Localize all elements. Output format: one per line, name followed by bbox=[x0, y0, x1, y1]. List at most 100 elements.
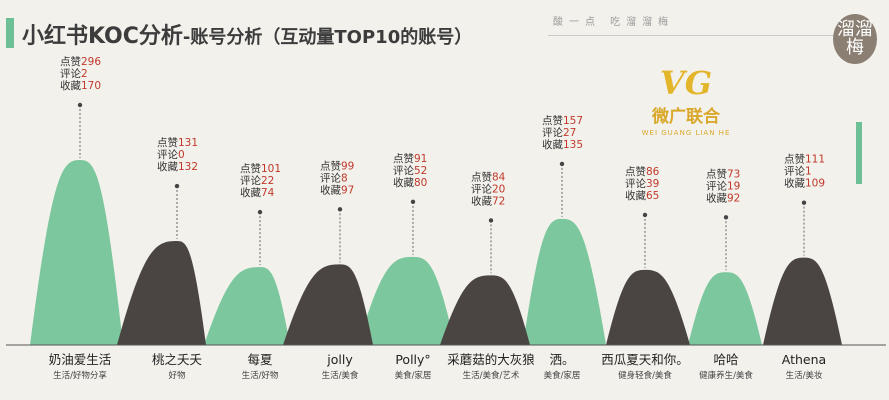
metric-8-2: 收藏92 bbox=[706, 191, 740, 204]
metric-label: 点赞 bbox=[784, 153, 805, 166]
metric-5-1: 评论20 bbox=[471, 182, 505, 195]
category-tag-7: 健身轻食/美食 bbox=[618, 370, 672, 381]
leader-dot-7 bbox=[642, 212, 648, 218]
tagline: 酸一点 吃溜溜梅 bbox=[553, 17, 675, 28]
metric-value: 86 bbox=[646, 166, 660, 178]
metric-2-1: 评论22 bbox=[240, 174, 274, 187]
metric-value: 0 bbox=[178, 149, 185, 161]
metric-0-0: 点赞296 bbox=[60, 55, 101, 68]
peak-8 bbox=[688, 272, 762, 345]
metric-label: 收藏 bbox=[542, 138, 563, 151]
metric-label: 评论 bbox=[157, 148, 178, 161]
metric-value: 92 bbox=[727, 192, 740, 204]
metric-9-1: 评论1 bbox=[784, 165, 812, 178]
metric-4-2: 收藏80 bbox=[393, 176, 427, 189]
metric-label: 收藏 bbox=[240, 186, 261, 199]
metric-value: 131 bbox=[178, 137, 198, 149]
title-accent-bar bbox=[6, 18, 14, 48]
metric-value: 101 bbox=[261, 163, 281, 175]
metric-label: 点赞 bbox=[320, 159, 341, 172]
metric-value: 170 bbox=[81, 80, 101, 92]
leader-dot-8 bbox=[723, 215, 729, 220]
vg-logo: VG 微广联合 WEI GUANG LIAN HE bbox=[626, 66, 746, 137]
peak-3 bbox=[283, 264, 373, 345]
metric-label: 收藏 bbox=[393, 176, 414, 189]
metric-1-1: 评论0 bbox=[157, 148, 185, 161]
metric-label: 点赞 bbox=[393, 152, 414, 165]
metric-value: 157 bbox=[563, 115, 583, 127]
metric-value: 22 bbox=[261, 175, 274, 187]
metric-label: 点赞 bbox=[706, 167, 727, 180]
metric-label: 点赞 bbox=[625, 165, 646, 178]
category-label-9: Athena bbox=[782, 352, 826, 367]
metric-label: 收藏 bbox=[60, 79, 81, 92]
leader-dot-9 bbox=[801, 200, 807, 205]
category-tag-8: 健康养生/美食 bbox=[699, 370, 753, 381]
logo-name: 微广联合 bbox=[652, 107, 720, 127]
peak-2 bbox=[204, 267, 290, 345]
category-tag-2: 生活/好物 bbox=[242, 370, 279, 381]
metric-1-0: 点赞131 bbox=[157, 136, 198, 149]
metric-3-1: 评论8 bbox=[320, 171, 348, 184]
category-tag-9: 生活/美妆 bbox=[786, 370, 823, 381]
metric-label: 评论 bbox=[240, 174, 261, 187]
metric-9-2: 收藏109 bbox=[784, 177, 825, 190]
metric-9-0: 点赞111 bbox=[784, 153, 825, 166]
title-main: 小红书KOC分析 bbox=[22, 24, 183, 49]
metric-label: 点赞 bbox=[542, 114, 563, 127]
metric-value: 109 bbox=[805, 178, 825, 190]
metric-label: 评论 bbox=[393, 164, 414, 177]
side-accent-bar bbox=[856, 122, 862, 184]
metric-value: 84 bbox=[492, 171, 506, 183]
peak-1 bbox=[117, 241, 206, 345]
page-title: 小红书KOC分析-账号分析（互动量TOP10的账号） bbox=[22, 18, 472, 50]
leader-dot-2 bbox=[257, 209, 263, 215]
metric-value: 27 bbox=[563, 127, 576, 139]
metric-label: 点赞 bbox=[240, 162, 261, 175]
metric-label: 评论 bbox=[784, 165, 805, 178]
metric-value: 296 bbox=[81, 56, 101, 68]
metric-6-1: 评论27 bbox=[542, 126, 576, 139]
metric-value: 74 bbox=[261, 187, 275, 199]
metric-label: 评论 bbox=[320, 171, 341, 184]
leader-dot-6 bbox=[559, 161, 565, 167]
metric-value: 132 bbox=[178, 161, 198, 173]
metric-label: 收藏 bbox=[784, 177, 805, 190]
metric-value: 39 bbox=[646, 178, 659, 190]
leader-dot-4 bbox=[410, 199, 416, 205]
metric-label: 收藏 bbox=[625, 189, 646, 202]
metric-label: 点赞 bbox=[157, 136, 178, 149]
seal-bottom: 梅 bbox=[846, 37, 864, 58]
title-sub: -账号分析（互动量TOP10的账号） bbox=[182, 27, 473, 48]
metric-label: 评论 bbox=[471, 182, 492, 195]
category-tag-4: 美食/家居 bbox=[395, 370, 432, 381]
metric-label: 点赞 bbox=[471, 170, 492, 183]
category-label-5: 采蘑菇的大灰狼 bbox=[447, 352, 535, 367]
seal-top: 溜溜 bbox=[837, 19, 873, 40]
metric-3-2: 收藏97 bbox=[320, 183, 354, 196]
peak-5 bbox=[440, 275, 530, 345]
metric-value: 8 bbox=[341, 172, 348, 184]
metric-7-2: 收藏65 bbox=[625, 189, 659, 202]
metric-value: 97 bbox=[341, 184, 354, 196]
metric-label: 点赞 bbox=[60, 55, 81, 68]
category-tag-6: 美食/家居 bbox=[544, 370, 581, 381]
metric-0-2: 收藏170 bbox=[60, 79, 101, 92]
metric-value: 91 bbox=[414, 153, 427, 165]
brand-seal: 溜溜 梅 bbox=[833, 14, 877, 64]
peak-9 bbox=[763, 257, 842, 345]
metric-label: 收藏 bbox=[471, 194, 492, 207]
metric-6-2: 收藏135 bbox=[542, 138, 583, 151]
metric-8-0: 点赞73 bbox=[706, 167, 740, 180]
category-label-7: 西瓜夏天和你。 bbox=[601, 352, 689, 367]
category-label-3: jolly bbox=[326, 352, 353, 367]
metric-8-1: 评论19 bbox=[706, 179, 740, 192]
logo-english: WEI GUANG LIAN HE bbox=[641, 129, 731, 137]
category-tag-5: 生活/美食/艺术 bbox=[463, 370, 520, 381]
metric-value: 65 bbox=[646, 190, 659, 202]
metric-label: 收藏 bbox=[706, 191, 727, 204]
metric-label: 评论 bbox=[706, 179, 727, 192]
metric-4-0: 点赞91 bbox=[393, 152, 427, 165]
logo-mark: VG bbox=[659, 64, 713, 102]
